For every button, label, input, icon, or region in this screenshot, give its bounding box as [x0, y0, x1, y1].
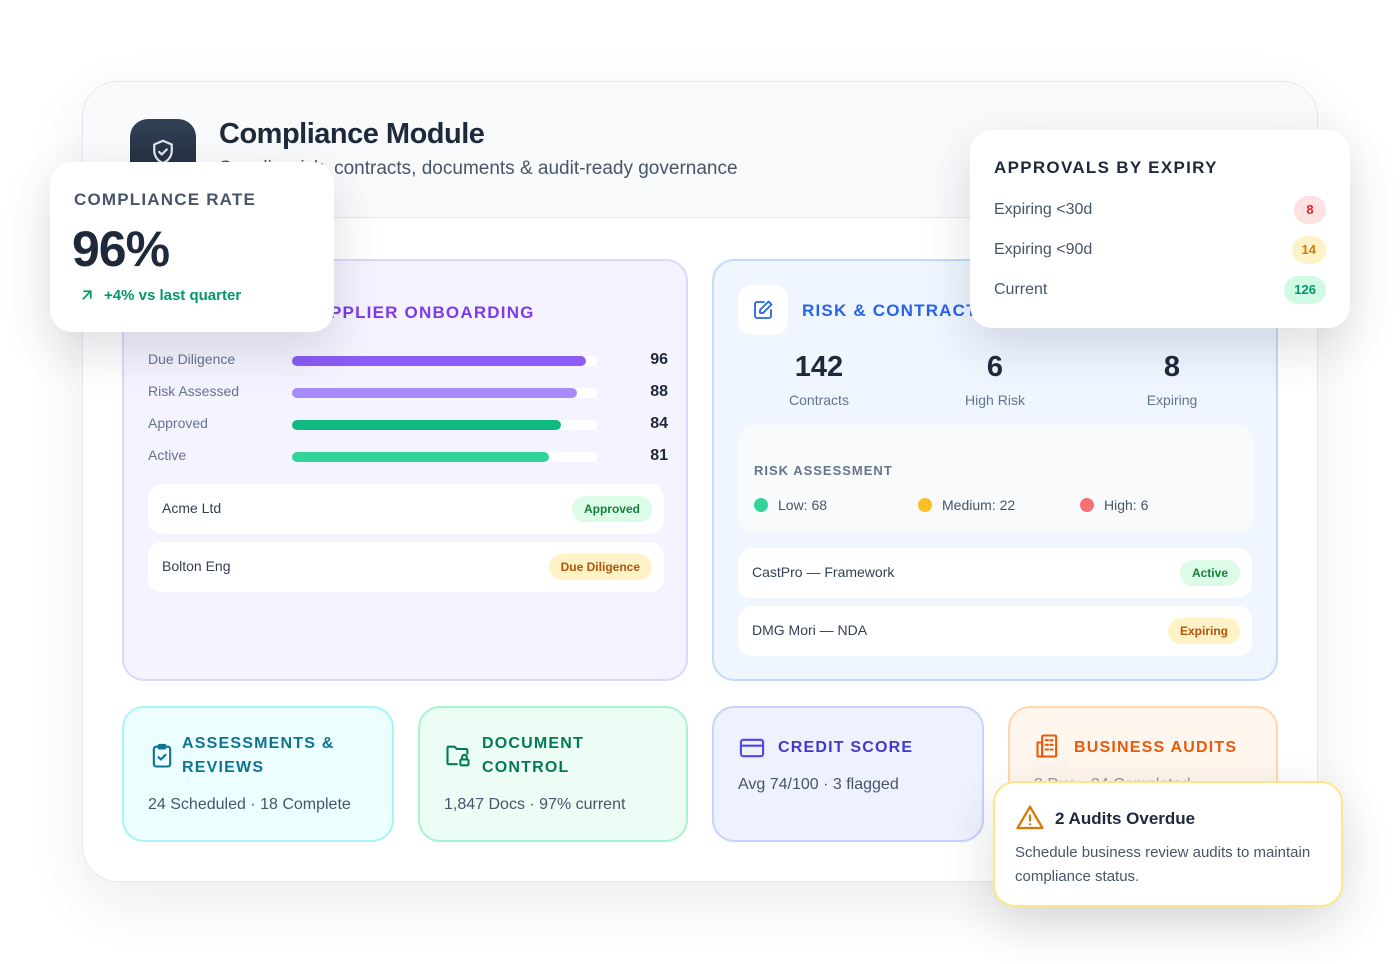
- stat-contracts: 142 Contracts: [744, 351, 894, 408]
- bar-row-due-diligence: Due Diligence 96: [148, 351, 668, 371]
- legend-dot: [1080, 498, 1094, 512]
- bar-label: Active: [148, 447, 187, 463]
- stat-value: 6: [986, 351, 1004, 383]
- page-title: Compliance Module: [219, 118, 485, 150]
- status-badge: Approved: [571, 496, 652, 522]
- arrow-up-right-icon: [82, 290, 92, 300]
- stat-value: 8: [1163, 351, 1181, 383]
- card-subtitle: 1,847 Docs · 97% current: [444, 796, 626, 813]
- approval-label: Current: [994, 281, 1048, 298]
- legend-dot: [754, 498, 768, 512]
- credit-card-icon: [739, 738, 765, 758]
- list-item[interactable]: Bolton Eng Due Diligence: [148, 542, 664, 592]
- risk-assessment-title: RISK ASSESSMENT: [754, 463, 893, 478]
- contract-name: DMG Mori — NDA: [752, 622, 868, 638]
- compliance-rate-card[interactable]: COMPLIANCE RATE 96% +4% vs last quarter: [50, 162, 334, 332]
- alert-text: Schedule business review audits to maint…: [1015, 844, 1311, 885]
- card-title: CREDIT SCORE: [778, 739, 914, 756]
- risk-contracts-panel[interactable]: RISK & CONTRACTS 142 Contracts 6 High Ri…: [712, 259, 1278, 681]
- bar-row-active: Active 81: [148, 447, 668, 467]
- bar-label: Risk Assessed: [148, 383, 240, 399]
- bar-track: [292, 388, 598, 398]
- bar-value: 88: [650, 383, 668, 400]
- bar-label: Due Diligence: [148, 351, 236, 367]
- card-subtitle: 24 Scheduled · 18 Complete: [148, 796, 351, 813]
- alert-title: 2 Audits Overdue: [1055, 809, 1196, 828]
- stat-value: 142: [794, 351, 844, 383]
- status-badge: Expiring: [1167, 618, 1240, 644]
- approval-row[interactable]: Current 126: [994, 276, 1326, 304]
- bar-row-risk-assessed: Risk Assessed 88: [148, 383, 668, 403]
- legend-medium: Medium: 22: [918, 497, 1015, 513]
- bar-label: Approved: [148, 415, 208, 431]
- approvals-title: APPROVALS BY EXPIRY: [994, 158, 1218, 177]
- count-badge: 14: [1291, 236, 1326, 264]
- legend-low: Low: 68: [754, 497, 827, 513]
- legend-label: Low: 68: [778, 497, 828, 513]
- bar-track: [292, 452, 598, 462]
- list-item[interactable]: DMG Mori — NDA Expiring: [738, 606, 1252, 656]
- legend-label: High: 6: [1104, 497, 1149, 513]
- count-badge: 8: [1294, 196, 1326, 224]
- folder-lock-icon: [446, 745, 470, 767]
- card-title: DOCUMENT CONTROL: [482, 732, 584, 780]
- bar-fill: [292, 452, 550, 462]
- audits-overdue-alert[interactable]: 2 Audits Overdue Schedule business revie…: [993, 781, 1343, 907]
- status-badge: Active: [1179, 560, 1240, 586]
- card-title: BUSINESS AUDITS: [1074, 739, 1238, 756]
- compliance-rate-trend: +4% vs last quarter: [78, 286, 241, 304]
- building-icon: [1036, 734, 1058, 758]
- count-badge: 126: [1284, 276, 1326, 304]
- list-item[interactable]: Acme Ltd Approved: [148, 484, 664, 534]
- card-subtitle: Avg 74/100 · 3 flagged: [738, 776, 899, 793]
- card-title: ASSESSMENTS & REVIEWS: [182, 732, 335, 780]
- approval-label: Expiring <90d: [994, 241, 1093, 258]
- contract-name: CastPro — Framework: [752, 564, 895, 580]
- risk-assessment-box: RISK ASSESSMENT Low: 68 Medium: 22 High:…: [738, 425, 1254, 533]
- onboarding-title: SUPPLIER ONBOARDING: [304, 303, 535, 322]
- legend-high: High: 6: [1080, 497, 1148, 513]
- stat-expiring: 8 Expiring: [1097, 351, 1247, 408]
- bar-value: 96: [650, 351, 668, 368]
- bar-value: 84: [650, 415, 668, 432]
- bar-fill: [292, 420, 562, 430]
- approval-row[interactable]: Expiring <30d 8: [994, 196, 1326, 224]
- risk-icon-box: [738, 285, 788, 335]
- stat-label: Contracts: [789, 392, 849, 408]
- bar-track: [292, 356, 598, 366]
- risk-title: RISK & CONTRACTS: [802, 301, 991, 320]
- approval-row[interactable]: Expiring <90d 14: [994, 236, 1326, 264]
- compliance-rate-label: COMPLIANCE RATE: [74, 190, 257, 209]
- card-title-line: REVIEWS: [182, 759, 265, 776]
- document-edit-icon: [754, 300, 773, 319]
- status-badge: Due Diligence: [548, 554, 652, 580]
- stat-label: Expiring: [1146, 392, 1198, 408]
- compliance-rate-value: 96%: [72, 221, 170, 277]
- document-control-card[interactable]: DOCUMENT CONTROL 1,847 Docs · 97% curren…: [418, 706, 688, 842]
- clipboard-check-icon: [152, 743, 172, 768]
- stat-high-risk: 6 High Risk: [920, 351, 1070, 408]
- approvals-card[interactable]: APPROVALS BY EXPIRY Expiring <30d 8 Expi…: [970, 130, 1350, 328]
- card-title-line: DOCUMENT: [482, 735, 585, 752]
- page-subtitle: Supplier risk, contracts, documents & au…: [219, 158, 738, 179]
- bar-fill: [292, 388, 577, 398]
- warning-triangle-icon: [1016, 805, 1044, 830]
- bar-value: 81: [650, 447, 668, 464]
- list-item[interactable]: CastPro — Framework Active: [738, 548, 1252, 598]
- credit-score-card[interactable]: CREDIT SCORE Avg 74/100 · 3 flagged: [712, 706, 984, 842]
- assessments-card[interactable]: ASSESSMENTS & REVIEWS 24 Scheduled · 18 …: [122, 706, 394, 842]
- card-title-line: ASSESSMENTS &: [182, 735, 335, 752]
- card-title-line: CONTROL: [482, 759, 570, 776]
- legend-label: Medium: 22: [942, 497, 1016, 513]
- legend-dot: [918, 498, 932, 512]
- stat-label: High Risk: [965, 392, 1025, 408]
- supplier-name: Acme Ltd: [162, 500, 222, 516]
- bar-track: [292, 420, 598, 430]
- approval-label: Expiring <30d: [994, 201, 1093, 218]
- trend-text: +4% vs last quarter: [104, 286, 242, 304]
- bar-row-approved: Approved 84: [148, 415, 668, 435]
- bar-fill: [292, 356, 586, 366]
- supplier-name: Bolton Eng: [162, 558, 231, 574]
